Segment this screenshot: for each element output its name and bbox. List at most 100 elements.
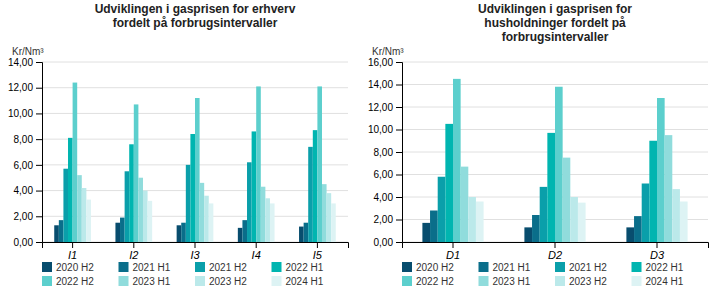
x-tick-mark: [555, 242, 556, 248]
bar: [59, 220, 64, 242]
x-tick-mark: [317, 242, 318, 248]
bar: [563, 158, 571, 242]
axis-domain: [43, 243, 349, 249]
y-tick-label: 4,00: [14, 185, 34, 196]
bar: [547, 133, 555, 242]
bar-series: [445, 124, 657, 242]
bar: [86, 200, 91, 242]
legend-label: 2022 H2: [56, 276, 94, 287]
title-line: Udviklingen i gasprisen for: [478, 2, 632, 16]
bar: [181, 223, 186, 242]
y-tick: 10,00: [8, 108, 42, 119]
bar: [138, 178, 143, 242]
title-line: fordelt på forbrugsintervaller: [113, 16, 278, 30]
x-tick-mark: [133, 242, 134, 248]
y-tick-label: 2,00: [374, 214, 394, 225]
legend-label: 2021 H2: [569, 262, 607, 273]
legend-item: 2023 H2: [195, 276, 247, 287]
bar: [331, 203, 336, 242]
x-tick-label: D2: [548, 249, 562, 261]
y-tick-mark: [396, 62, 402, 63]
y-tick: 16,00: [368, 57, 402, 68]
y-tick-mark: [36, 88, 42, 89]
legend-item: 2024 H1: [272, 276, 324, 287]
legend-item: 2022 H2: [42, 276, 94, 287]
y-tick-mark: [396, 242, 402, 243]
legend-swatch: [402, 262, 412, 272]
legend-swatch: [119, 276, 129, 286]
grid: [402, 62, 708, 242]
legend-label: 2021 H1: [493, 262, 531, 273]
y-tick: 6,00: [14, 160, 42, 171]
bar: [540, 187, 548, 242]
y-tick-label: 4,00: [374, 192, 394, 203]
y-tick: 0,00: [14, 237, 42, 248]
grid-line: [402, 84, 708, 85]
bar: [570, 197, 578, 242]
bar-series: [73, 83, 322, 242]
bar: [634, 216, 642, 242]
plot-area: 0,002,004,006,008,0010,0012,0014,0016,00…: [368, 57, 709, 261]
y-tick-mark: [36, 242, 42, 243]
y-tick-label: 0,00: [374, 237, 394, 248]
bar: [242, 220, 247, 242]
legend-label: 2020 H2: [56, 262, 94, 273]
bar: [672, 189, 680, 242]
y-tick-mark: [36, 191, 42, 192]
y-axis-label: Kr/Nm³: [372, 46, 404, 57]
grid-line: [402, 62, 708, 63]
bar: [453, 79, 461, 242]
legend-swatch: [479, 276, 489, 286]
axis-domain: [403, 243, 709, 249]
x-tick-label: D1: [446, 249, 460, 261]
y-tick-label: 0,00: [14, 237, 34, 248]
bar: [148, 201, 153, 242]
bar: [626, 227, 634, 242]
bar: [327, 193, 332, 242]
y-tick-mark: [36, 113, 42, 114]
y-tick-label: 2,00: [14, 211, 34, 222]
bar: [445, 124, 453, 242]
bar: [129, 144, 134, 242]
legend-label: 2023 H1: [133, 276, 171, 287]
legend-swatch: [632, 262, 642, 272]
y-axis: 0,002,004,006,008,0010,0012,0014,0016,00: [368, 57, 403, 248]
y-tick-label: 12,00: [8, 82, 33, 93]
grid-line: [42, 87, 348, 88]
bar: [261, 187, 266, 242]
bar: [143, 191, 148, 242]
legend-item: 2024 H1: [632, 276, 684, 287]
bar: [680, 202, 688, 243]
chart-panel: Udviklingen i gasprisen for erhvervforde…: [8, 2, 349, 287]
legend-item: 2023 H1: [119, 276, 171, 287]
legend-label: 2023 H2: [209, 276, 247, 287]
bar-series: [476, 202, 688, 243]
legend: 2020 H22021 H12021 H22022 H12022 H22023 …: [42, 262, 324, 287]
legend-label: 2024 H1: [286, 276, 324, 287]
legend-swatch: [195, 262, 205, 272]
legend-item: 2023 H1: [479, 276, 531, 287]
bar-series: [438, 177, 650, 242]
x-tick-mark: [195, 242, 196, 248]
y-tick: 14,00: [368, 79, 402, 90]
bar: [313, 130, 318, 242]
grid-line: [42, 62, 348, 63]
bar: [649, 141, 657, 242]
bar-series: [86, 200, 335, 242]
x-tick-label: I1: [68, 249, 77, 261]
legend: 2020 H22021 H12021 H22022 H12022 H22023 …: [402, 262, 684, 287]
legend-item: 2020 H2: [402, 262, 454, 273]
legend-item: 2020 H2: [42, 262, 94, 273]
title-line: Udviklingen i gasprisen for erhverv: [95, 2, 296, 16]
legend-label: 2024 H1: [646, 276, 684, 287]
x-tick: I3: [190, 242, 200, 261]
x-tick-mark: [657, 242, 658, 248]
y-axis: 0,002,004,006,008,0010,0012,0014,00: [8, 57, 43, 248]
legend-item: 2022 H1: [272, 262, 324, 273]
bars: [54, 83, 336, 242]
x-tick: I1: [68, 242, 77, 261]
bar: [322, 184, 327, 242]
legend-label: 2023 H1: [493, 276, 531, 287]
title-line: husholdninger fordelt på: [484, 16, 626, 30]
y-tick-label: 14,00: [8, 57, 33, 68]
